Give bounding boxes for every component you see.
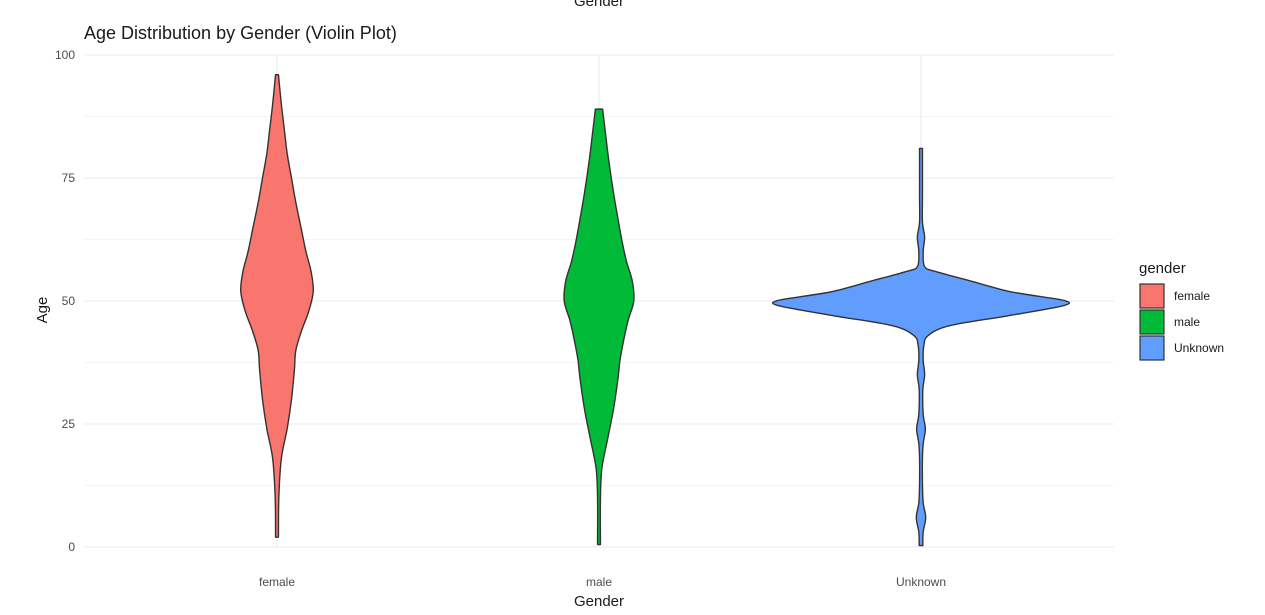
x-tick-label: female (259, 575, 295, 589)
y-tick-label: 0 (68, 540, 75, 554)
top-axis-title: Gender (574, 0, 624, 10)
legend: gender female male Unknown (1139, 260, 1224, 361)
legend-title: gender (1139, 260, 1186, 277)
legend-key-female (1139, 283, 1165, 309)
legend-label: Unknown (1174, 341, 1224, 355)
x-tick-label: male (586, 575, 612, 589)
violin-female (239, 73, 315, 538)
x-tick-labels: female male Unknown (259, 575, 946, 589)
y-tick-label: 50 (62, 294, 76, 308)
x-axis-title: Gender (574, 593, 624, 610)
y-tick-label: 100 (55, 48, 75, 62)
legend-label: male (1174, 315, 1200, 329)
violin-male (563, 108, 635, 546)
legend-key-male (1139, 309, 1165, 335)
y-tick-label: 75 (62, 171, 76, 185)
x-tick-label: Unknown (896, 575, 946, 589)
legend-label: female (1174, 289, 1210, 303)
legend-key-unknown (1139, 335, 1165, 361)
y-tick-label: 25 (62, 417, 76, 431)
violins (239, 73, 1071, 547)
y-axis-title: Age (34, 297, 51, 324)
y-tick-labels: 0 25 50 75 100 (55, 48, 75, 554)
chart-title: Age Distribution by Gender (Violin Plot) (84, 23, 397, 43)
violin-unknown (771, 147, 1071, 547)
